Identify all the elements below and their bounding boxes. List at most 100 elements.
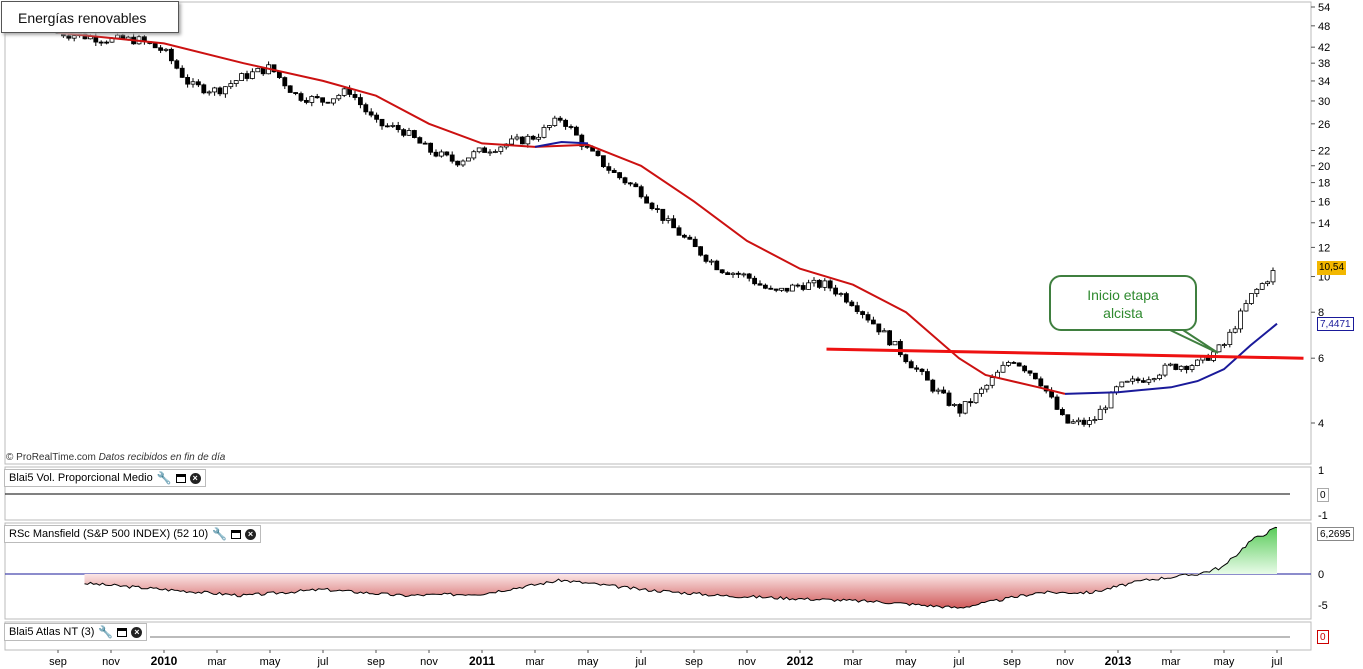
x-tick-label: jul: [634, 656, 646, 668]
candle-body: [1092, 419, 1098, 422]
candle-body: [930, 379, 936, 392]
y-tick-label: 8: [1318, 307, 1324, 319]
rs-panel-label: RSc Mansfield (S&P 500 INDEX) (52 10) 🔧 …: [4, 525, 262, 543]
callout-pointer: [1169, 329, 1219, 354]
close-icon[interactable]: ×: [245, 528, 257, 540]
candle-body: [860, 311, 865, 315]
candle-body: [633, 183, 639, 188]
y-tick-label: 26: [1318, 119, 1330, 131]
candle-body: [1006, 362, 1011, 366]
y-tick-label: 30: [1318, 96, 1330, 108]
candle-body: [1232, 328, 1238, 333]
x-tick-label: may: [578, 656, 599, 668]
candle-body: [530, 135, 536, 140]
candle-body: [422, 142, 428, 145]
x-tick-label: jul: [952, 656, 964, 668]
y-tick-label: 14: [1318, 218, 1330, 230]
candle-body: [357, 97, 363, 106]
candle-body: [406, 130, 412, 136]
atlas-value-badge: 0: [1317, 630, 1329, 644]
candle-body: [1151, 378, 1157, 381]
candle-body: [962, 401, 968, 414]
candle-body: [1054, 396, 1060, 410]
candle-body: [606, 166, 612, 171]
candle-body: [325, 101, 331, 104]
candle-body: [1119, 381, 1125, 388]
candle-body: [244, 73, 250, 79]
candle-body: [374, 114, 380, 120]
volume-tick-label: 1: [1318, 465, 1324, 477]
window-icon[interactable]: [117, 627, 128, 637]
candle-body: [217, 87, 223, 95]
candle-body: [1103, 407, 1108, 410]
candle-body: [520, 136, 525, 145]
candle-body: [228, 83, 234, 88]
candle-body: [195, 81, 201, 86]
candle-body: [449, 154, 455, 162]
candle-body: [854, 305, 860, 312]
candle-body: [941, 389, 946, 394]
candle-body: [806, 282, 811, 290]
candle-body: [1027, 370, 1033, 374]
candle-body: [1011, 362, 1017, 364]
x-tick-label: 2010: [151, 654, 178, 668]
candle-body: [746, 273, 752, 279]
candle-body: [1270, 270, 1276, 283]
annotation-line1: Inicio etapa: [1087, 287, 1159, 303]
candle-body: [617, 172, 622, 179]
candle-body: [692, 238, 698, 248]
x-tick-label: sep: [49, 656, 67, 668]
candle-body: [514, 136, 520, 140]
candle-body: [989, 377, 995, 386]
x-tick-label: jul: [316, 656, 328, 668]
window-icon[interactable]: [231, 529, 242, 539]
candle-body: [1130, 378, 1135, 382]
candle-body: [384, 125, 390, 128]
candle-body: [282, 77, 288, 87]
candle-body: [725, 272, 730, 275]
candle-body: [1033, 372, 1038, 380]
wrench-icon[interactable]: 🔧: [98, 624, 114, 639]
candle-body: [849, 301, 855, 307]
y-tick-label: 34: [1318, 76, 1330, 88]
rs-panel-title: RSc Mansfield (S&P 500 INDEX) (52 10): [9, 528, 209, 540]
wrench-icon[interactable]: 🔧: [212, 526, 228, 541]
candle-body: [239, 73, 245, 81]
candle-body: [919, 368, 925, 372]
close-icon[interactable]: ×: [189, 472, 201, 484]
rs-panel-frame: [4, 522, 1312, 620]
candle-body: [925, 371, 930, 381]
x-tick-label: 2013: [1105, 654, 1132, 668]
candle-body: [768, 287, 774, 290]
rs-negative-area: [84, 574, 1277, 609]
candle-body: [709, 260, 714, 263]
candle-body: [471, 151, 477, 159]
rs-value-badge: 6,2695: [1317, 527, 1354, 541]
candle-body: [741, 273, 747, 276]
candle-body: [595, 150, 601, 157]
candle-body: [682, 234, 687, 238]
candle-body: [1141, 380, 1146, 383]
ma-value-badge: 7,4471: [1317, 316, 1354, 331]
candle-body: [649, 202, 655, 210]
candle-body: [1249, 293, 1254, 304]
x-tick-label: may: [896, 656, 917, 668]
candle-body: [757, 283, 763, 286]
candle-body: [185, 76, 191, 85]
candle-body: [1162, 364, 1168, 376]
y-tick-label: 42: [1318, 42, 1330, 54]
candle-body: [255, 67, 261, 73]
x-tick-label: mar: [1162, 656, 1181, 668]
close-icon[interactable]: ×: [131, 626, 143, 638]
candle-body: [838, 293, 844, 296]
candle-body: [579, 134, 585, 147]
window-icon[interactable]: [175, 473, 186, 483]
candle-body: [752, 277, 757, 285]
candle-body: [714, 260, 720, 271]
candle-body: [844, 293, 849, 303]
x-tick-label: sep: [1003, 656, 1021, 668]
wrench-icon[interactable]: 🔧: [156, 470, 172, 485]
candle-body: [287, 85, 293, 93]
credit-note: Datos recibidos en fin de día: [98, 452, 226, 463]
x-tick-label: sep: [685, 656, 703, 668]
